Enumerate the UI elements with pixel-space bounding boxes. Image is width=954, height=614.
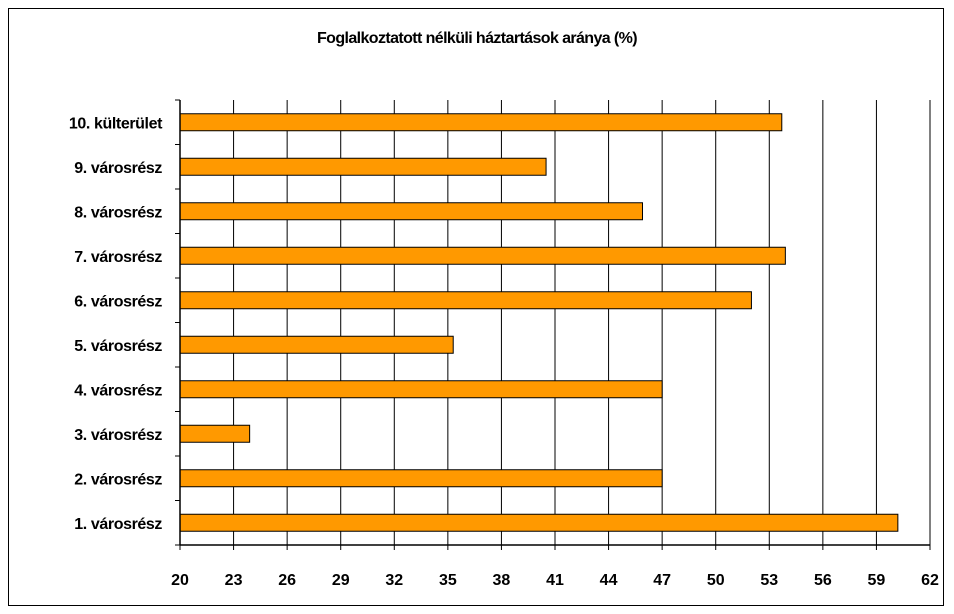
bar [179,113,783,132]
x-tick-label: 41 [546,572,564,589]
x-tick-label: 53 [760,572,778,589]
bar [179,246,786,265]
bar [179,424,251,443]
x-tick-label: 29 [332,572,350,589]
bar [179,202,643,221]
category-label: 10. külterület [69,115,163,132]
x-tick-label: 35 [439,572,457,589]
x-tick-label: 62 [921,572,939,589]
category-label: 2. városrész [74,471,162,488]
x-tick-label: 32 [385,572,403,589]
category-label: 1. városrész [74,516,162,533]
x-tick-label: 59 [868,572,886,589]
bar [179,291,752,310]
x-tick-label: 50 [707,572,725,589]
bar [179,335,454,354]
x-tick-label: 47 [653,572,671,589]
x-tick-label: 20 [171,572,189,589]
category-label: 8. városrész [74,204,162,221]
chart-title: Foglalkoztatott nélküli háztartások arán… [316,30,638,47]
bars [179,113,899,532]
bar [179,513,899,532]
bar [179,157,547,176]
bar [179,380,663,399]
x-tick-label: 38 [493,572,511,589]
category-label: 7. városrész [74,249,162,266]
axes [175,99,931,550]
category-label: 4. városrész [74,382,162,399]
category-label: 5. városrész [74,338,162,355]
x-tick-label: 56 [814,572,832,589]
bar [179,469,663,488]
labels: 20 23 26 29 32 35 38 41 44 47 50 53 56 59 62 1. városré… [69,115,939,589]
category-label: 9. városrész [74,160,162,177]
category-label: 6. városrész [74,293,162,310]
x-tick-label: 26 [278,572,296,589]
x-tick-label: 44 [600,572,618,589]
category-label: 3. városrész [74,427,162,444]
x-tick-label: 23 [225,572,243,589]
